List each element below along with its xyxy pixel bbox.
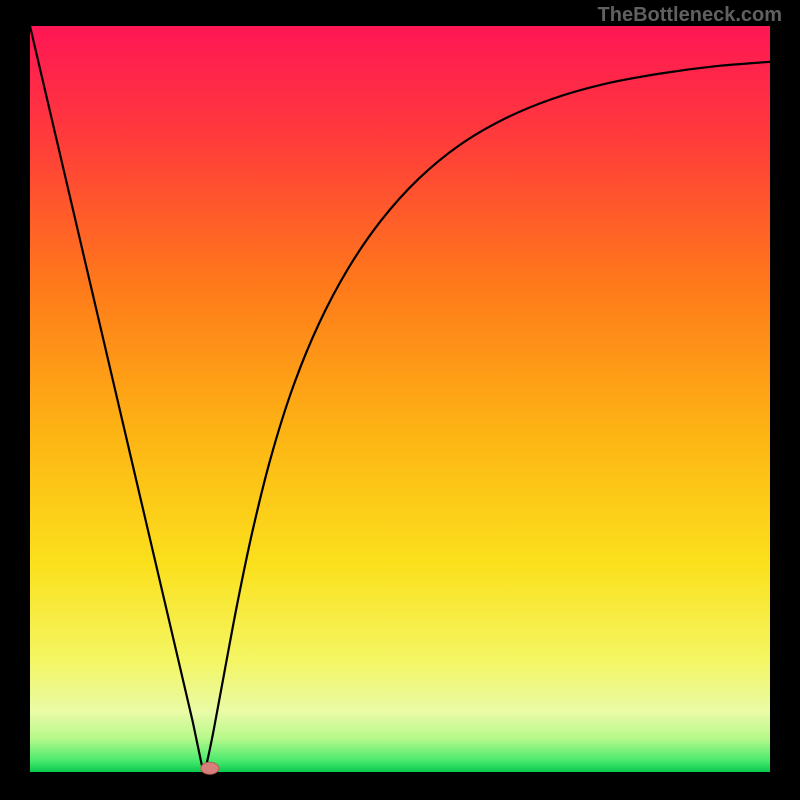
chart-svg xyxy=(0,0,800,800)
valley-marker xyxy=(201,762,219,774)
plot-area xyxy=(30,26,770,772)
watermark-text: TheBottleneck.com xyxy=(598,4,782,27)
chart-container: TheBottleneck.com xyxy=(0,0,800,800)
